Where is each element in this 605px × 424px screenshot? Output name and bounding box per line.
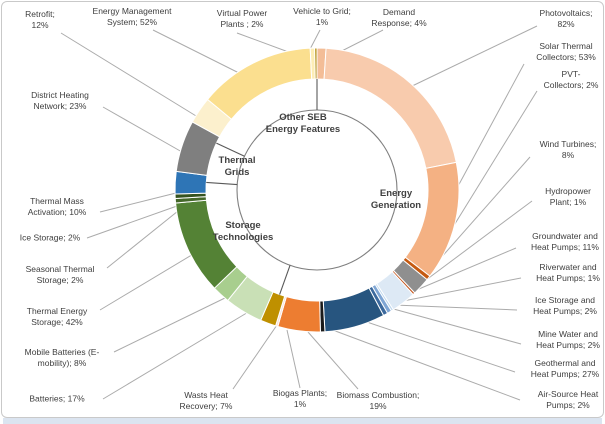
leader-line — [106, 210, 179, 269]
leader-line — [329, 328, 521, 401]
chart-segment: Thermal Energy Storage — [175, 199, 238, 289]
leader-line — [99, 252, 196, 311]
inner-group-circle — [236, 109, 398, 271]
leader-line — [393, 304, 518, 311]
bottom-edge-band — [3, 418, 602, 424]
leader-line — [397, 277, 522, 303]
leader-line — [102, 106, 183, 153]
leader-line — [99, 192, 177, 213]
leader-line — [86, 205, 178, 239]
leader-line — [152, 29, 252, 80]
leader-line — [102, 310, 251, 400]
leader-line — [60, 32, 202, 120]
group-divider — [216, 142, 245, 157]
leader-line — [232, 324, 278, 390]
group-divider — [279, 265, 291, 295]
chart-segment: Photovoltaics — [323, 47, 457, 169]
leader-line — [113, 296, 228, 353]
group-divider — [206, 181, 238, 186]
leader-line — [407, 25, 538, 89]
leader-line — [307, 331, 359, 390]
leader-line — [389, 307, 522, 345]
leader-line — [406, 247, 517, 295]
leader-line — [417, 200, 533, 287]
leader-line — [286, 329, 301, 389]
leader-line — [360, 319, 516, 373]
chart-segment: Solar Thermal Collectors — [404, 161, 460, 277]
chart-segment: Vehicle to Grid — [314, 47, 318, 80]
chart-segment: Energy Management System — [206, 47, 313, 120]
